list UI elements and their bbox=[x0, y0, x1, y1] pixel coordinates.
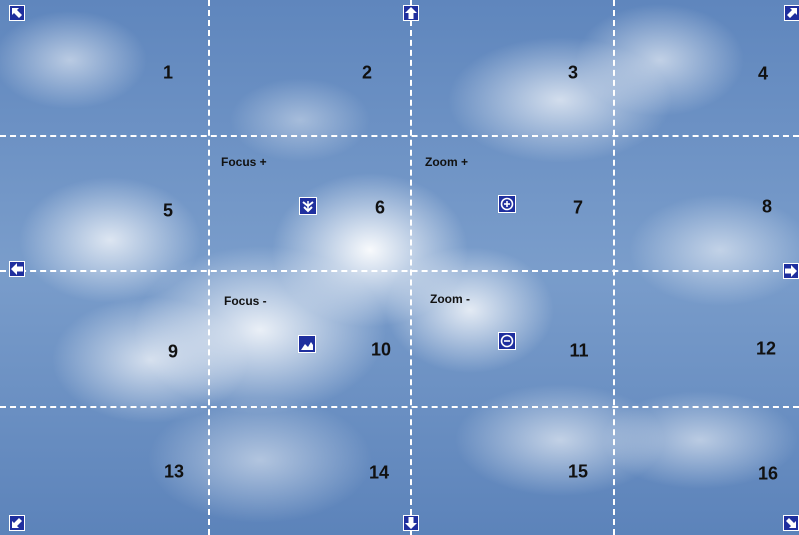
focus-minus-label: Focus - bbox=[224, 294, 267, 308]
focus-minus-icon bbox=[299, 336, 315, 352]
pan-down-right-button[interactable] bbox=[783, 515, 799, 531]
zoom-out-icon bbox=[499, 333, 515, 349]
grid-line-horizontal-3 bbox=[0, 406, 799, 408]
grid-cell-number[interactable]: 10 bbox=[370, 339, 392, 360]
grid-cell-number[interactable]: 1 bbox=[162, 62, 174, 83]
grid-line-vertical-2 bbox=[410, 0, 412, 535]
grid-line-vertical-3 bbox=[613, 0, 615, 535]
grid-cell-number[interactable]: 12 bbox=[755, 338, 777, 359]
arrow-down-right-icon bbox=[784, 516, 798, 530]
zoom-out-button[interactable] bbox=[498, 332, 516, 350]
zoom-minus-label: Zoom - bbox=[430, 292, 470, 306]
focus-plus-label: Focus + bbox=[221, 155, 267, 169]
grid-cell-number[interactable]: 6 bbox=[374, 197, 386, 218]
focus-plus-icon bbox=[300, 198, 316, 214]
grid-line-vertical-1 bbox=[208, 0, 210, 535]
grid-cell-number[interactable]: 15 bbox=[567, 461, 589, 482]
pan-up-right-button[interactable] bbox=[784, 5, 799, 21]
grid-cell-number[interactable]: 11 bbox=[569, 340, 589, 361]
arrow-up-icon bbox=[404, 6, 418, 20]
grid-cell-number[interactable]: 3 bbox=[567, 62, 579, 83]
arrow-down-left-icon bbox=[10, 516, 24, 530]
grid-cell-number[interactable]: 13 bbox=[163, 461, 185, 482]
grid-cell-number[interactable]: 4 bbox=[757, 63, 769, 84]
grid-cell-number[interactable]: 2 bbox=[361, 62, 373, 83]
zoom-plus-label: Zoom + bbox=[425, 155, 469, 169]
grid-cell-number[interactable]: 7 bbox=[572, 197, 584, 218]
arrow-left-icon bbox=[10, 262, 24, 276]
grid-line-horizontal-2 bbox=[0, 270, 799, 272]
focus-plus-button[interactable] bbox=[299, 197, 317, 215]
zoom-in-button[interactable] bbox=[498, 195, 516, 213]
pan-up-button[interactable] bbox=[403, 5, 419, 21]
arrow-up-left-icon bbox=[10, 6, 24, 20]
grid-cell-number[interactable]: 9 bbox=[167, 341, 179, 362]
pan-right-button[interactable] bbox=[783, 263, 799, 279]
grid-cell-number[interactable]: 14 bbox=[368, 462, 390, 483]
pan-down-left-button[interactable] bbox=[9, 515, 25, 531]
focus-minus-button[interactable] bbox=[298, 335, 316, 353]
arrow-up-right-icon bbox=[785, 6, 799, 20]
arrow-right-icon bbox=[784, 264, 798, 278]
pan-up-left-button[interactable] bbox=[9, 5, 25, 21]
pan-left-button[interactable] bbox=[9, 261, 25, 277]
zoom-in-icon bbox=[499, 196, 515, 212]
grid-cell-number[interactable]: 8 bbox=[761, 196, 773, 217]
pan-down-button[interactable] bbox=[403, 515, 419, 531]
grid-line-horizontal-1 bbox=[0, 135, 799, 137]
arrow-down-icon bbox=[404, 516, 418, 530]
grid-cell-number[interactable]: 5 bbox=[162, 200, 174, 221]
grid-cell-number[interactable]: 16 bbox=[757, 463, 779, 484]
